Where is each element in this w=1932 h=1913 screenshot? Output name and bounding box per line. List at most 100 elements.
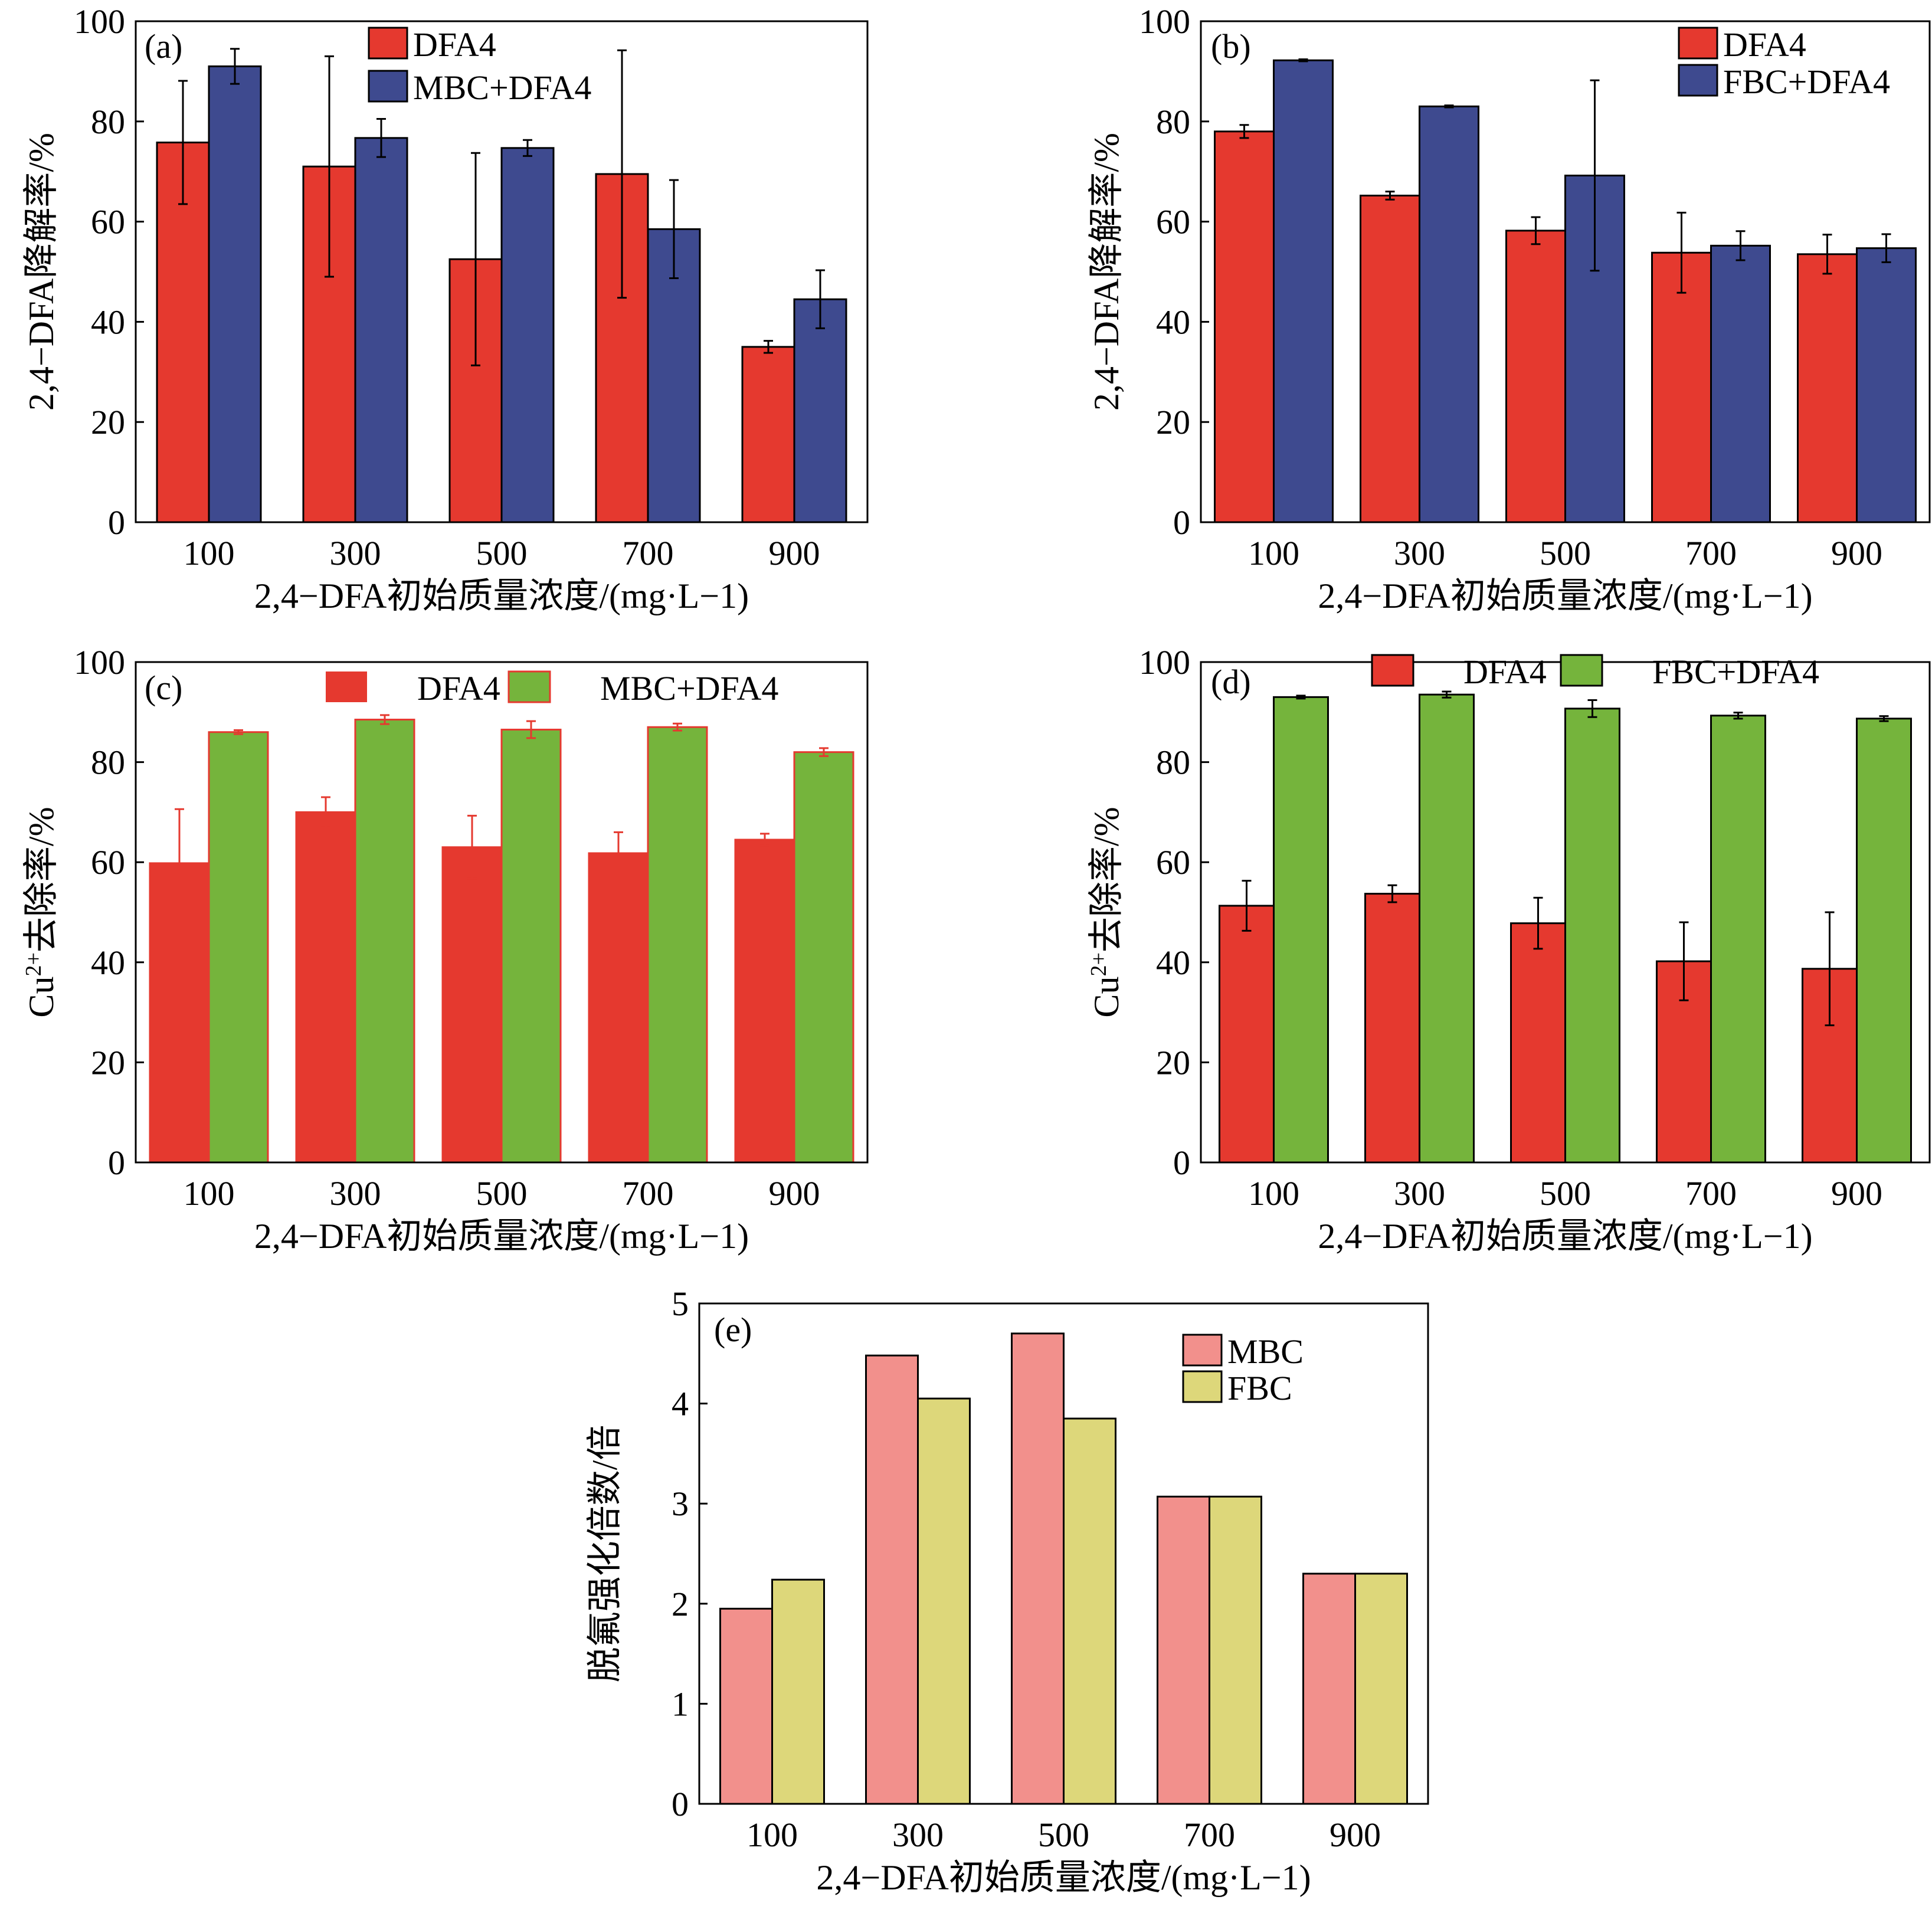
xaxis-label-e: 2,4−DFA初始质量浓度/(mg·L−1) (816, 1858, 1311, 1897)
bar-b-s1-c2 (1564, 174, 1625, 523)
xtick-label-b-1: 300 (1394, 534, 1445, 572)
legend-label-b-0: DFA4 (1723, 25, 1806, 64)
ytick-label-d-1: 20 (1156, 1043, 1190, 1082)
legend-label-a-0: DFA4 (413, 25, 496, 64)
xtick-label-c-0: 100 (184, 1174, 235, 1213)
ytick-label-b-3: 60 (1156, 203, 1190, 241)
legend-swatch-a-1 (368, 70, 408, 103)
xtick-label-a-0: 100 (184, 534, 235, 572)
error-bar-d-s0-c3 (1679, 921, 1689, 1001)
bar-b-s0-c2 (1505, 230, 1566, 523)
xaxis-label-d: 2,4−DFA初始质量浓度/(mg·L−1) (1318, 1217, 1812, 1256)
legend-label-d-0: DFA4 (1463, 653, 1547, 691)
bar-e-s1-c3 (1209, 1495, 1262, 1805)
yaxis-label-d: Cu2+去除率/% (1086, 807, 1126, 1017)
ytick-label-c-5: 100 (74, 643, 125, 682)
xtick-label-c-1: 300 (330, 1174, 381, 1213)
bar-b-s1-c1 (1419, 105, 1479, 523)
yaxis-label-b: 2,4−DFA降解率/% (1087, 133, 1126, 411)
legend-label-e-0: MBC (1227, 1332, 1304, 1371)
bar-a-s1-c4 (793, 298, 847, 523)
bar-b-s0-c3 (1651, 251, 1712, 523)
error-bar-c-s1-c1 (380, 714, 389, 725)
error-bar-d-s0-c2 (1533, 896, 1543, 950)
axis-frame-b (1200, 20, 1931, 523)
xtick-label-d-4: 900 (1831, 1174, 1882, 1213)
ytick-label-e-0: 0 (672, 1785, 689, 1823)
panel-d-chart: 0 20 40 60 80 100 100 300 500 700 900 2,4−DFA初始质量浓度… (1086, 643, 1931, 1256)
ytick-label-b-1: 20 (1156, 403, 1190, 441)
ytick-label-c-3: 60 (91, 843, 125, 882)
bar-c-s1-c2 (500, 728, 562, 1164)
xtick-label-c-4: 900 (769, 1174, 820, 1213)
legend-swatch-c-1 (507, 670, 551, 703)
error-bar-a-s0-c3 (617, 49, 627, 299)
ytick-label-e-1: 1 (672, 1685, 689, 1723)
ytick-label-b-4: 80 (1156, 103, 1190, 141)
panel-label-d: (d) (1211, 663, 1251, 701)
bar-c-s0-c3 (588, 852, 649, 1164)
error-bar-a-s1-c1 (376, 118, 386, 158)
xaxis-label-a: 2,4−DFA初始质量浓度/(mg·L−1) (254, 576, 749, 615)
legend-swatch-a-0 (368, 27, 408, 60)
legend-swatch-e-1 (1182, 1370, 1223, 1403)
legend-label-b-1: FBC+DFA4 (1723, 63, 1890, 101)
panel-e-chart: 0 1 2 3 4 5 100 300 500 700 900 2,4−DFA初始质量浓度/(mg·L… (585, 1285, 1429, 1897)
ytick-label-e-3: 3 (672, 1485, 689, 1523)
error-bar-b-s1-c0 (1298, 58, 1308, 63)
error-bar-d-s1-c2 (1587, 699, 1597, 718)
panel-a-chart: 0 20 40 60 80 100 100 300 500 700 900 2,4−DFA初始质量浓度… (22, 2, 869, 615)
bar-b-s0-c1 (1360, 194, 1420, 523)
panel-label-a: (a) (145, 27, 182, 65)
xtick-label-e-3: 700 (1184, 1816, 1235, 1854)
ytick-label-a-5: 100 (74, 2, 125, 41)
xtick-label-e-0: 100 (746, 1816, 798, 1854)
ytick-label-b-2: 40 (1156, 303, 1190, 341)
xaxis-label-c: 2,4−DFA初始质量浓度/(mg·L−1) (254, 1217, 749, 1256)
xtick-label-b-3: 700 (1685, 534, 1737, 572)
bar-e-s0-c0 (719, 1607, 773, 1805)
yaxis-label-sup-d: 2+ (1086, 952, 1111, 976)
bar-a-s0-c4 (741, 346, 795, 523)
bar-c-s1-c0 (208, 731, 269, 1164)
yaxis-label-main-c: Cu (22, 977, 61, 1018)
bar-d-s1-c2 (1564, 707, 1620, 1164)
ytick-label-d-3: 60 (1156, 843, 1190, 882)
ytick-label-a-1: 20 (91, 403, 125, 441)
bar-c-s0-c1 (295, 811, 356, 1164)
error-bar-a-s1-c4 (816, 269, 825, 329)
panel-label-b: (b) (1211, 27, 1251, 65)
ytick-label-c-4: 80 (91, 743, 125, 782)
error-bar-a-s1-c2 (523, 139, 532, 157)
panel-c-chart: 0 20 40 60 80 100 100 300 500 700 900 2,4−DFA初始质量浓度… (21, 643, 869, 1256)
error-bar-b-s0-c3 (1676, 211, 1687, 294)
xtick-label-d-3: 700 (1685, 1174, 1737, 1213)
ytick-label-e-5: 5 (672, 1285, 689, 1323)
ytick-label-c-1: 20 (91, 1043, 125, 1082)
error-bar-b-s1-c3 (1735, 230, 1746, 261)
ytick-label-a-2: 40 (91, 303, 125, 341)
bar-c-s1-c1 (354, 719, 415, 1164)
bar-c-s0-c4 (734, 838, 795, 1164)
legend-label-c-1: MBC+DFA4 (600, 669, 778, 707)
ytick-label-a-0: 0 (108, 503, 125, 542)
error-bar-b-s1-c2 (1590, 79, 1600, 272)
legend-swatch-d-0 (1371, 654, 1414, 687)
panel-label-c: (c) (145, 669, 182, 707)
legend-label-c-0: DFA4 (417, 669, 500, 707)
error-bar-c-s0-c3 (614, 831, 623, 876)
error-bar-a-s0-c1 (325, 55, 334, 278)
bar-d-s1-c0 (1273, 696, 1329, 1164)
legend-swatch-e-0 (1182, 1334, 1223, 1367)
bar-c-s0-c2 (441, 846, 503, 1164)
bar-a-s1-c2 (500, 147, 555, 523)
error-bar-c-s1-c4 (819, 747, 829, 757)
xtick-label-a-1: 300 (330, 534, 381, 572)
legend-label-a-1: MBC+DFA4 (413, 68, 591, 107)
panel-b-chart: 0 20 40 60 80 100 100 300 500 700 900 2,4−DFA初始质量浓度… (1087, 2, 1931, 615)
bar-d-s1-c4 (1856, 718, 1912, 1164)
ytick-label-c-0: 0 (108, 1144, 125, 1182)
bar-e-s0-c4 (1302, 1573, 1356, 1805)
legend-swatch-b-0 (1678, 27, 1718, 60)
